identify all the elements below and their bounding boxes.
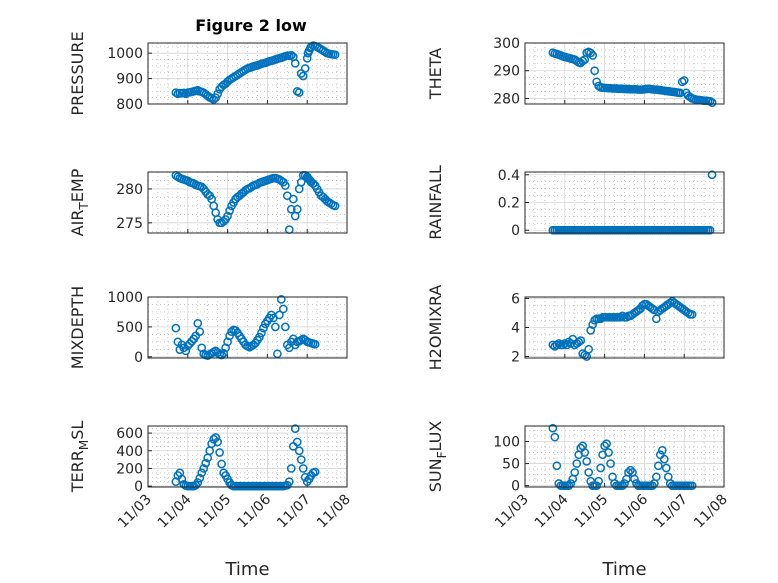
- y-tick-label: 2: [511, 350, 520, 366]
- y-tick-label: 0.2: [498, 196, 520, 212]
- y-axis-label: RAINFALL: [426, 165, 445, 240]
- y-tick-label: 1000: [107, 46, 143, 62]
- y-tick-label: 1000: [107, 290, 143, 306]
- figure-title: Figure 2 low: [195, 16, 307, 35]
- y-axis-label: THETA: [426, 48, 445, 100]
- y-tick-label: 300: [493, 36, 520, 52]
- y-axis-label: PRESSURE: [68, 31, 87, 115]
- y-tick-label: 50: [502, 457, 520, 473]
- plot-area: [525, 426, 724, 487]
- figure-canvas: Figure 2 low 8009001000PRESSURE 280290300…: [0, 0, 778, 583]
- y-tick-label: 500: [116, 320, 143, 336]
- y-tick-label: 280: [116, 182, 143, 198]
- y-tick-label: 4: [511, 321, 520, 337]
- y-tick-label: 275: [116, 216, 143, 232]
- y-tick-label: 6: [511, 291, 520, 307]
- y-tick-label: 0.4: [498, 168, 520, 184]
- y-axis-label: MIXDEPTH: [68, 286, 87, 369]
- y-tick-label: 400: [116, 444, 143, 460]
- y-tick-label: 280: [493, 91, 520, 107]
- y-axis-label: H2OMIXRA: [426, 285, 445, 371]
- y-tick-label: 100: [493, 434, 520, 450]
- y-tick-label: 290: [493, 64, 520, 80]
- x-axis-label: Time: [224, 559, 269, 580]
- y-tick-label: 200: [116, 461, 143, 477]
- y-tick-label: 600: [116, 426, 143, 442]
- y-tick-label: 900: [116, 72, 143, 88]
- y-tick-label: 0: [511, 223, 520, 239]
- x-axis-label: Time: [601, 559, 646, 580]
- y-tick-label: 800: [116, 97, 143, 113]
- y-tick-label: 0: [134, 350, 143, 366]
- plot-area: [148, 297, 347, 358]
